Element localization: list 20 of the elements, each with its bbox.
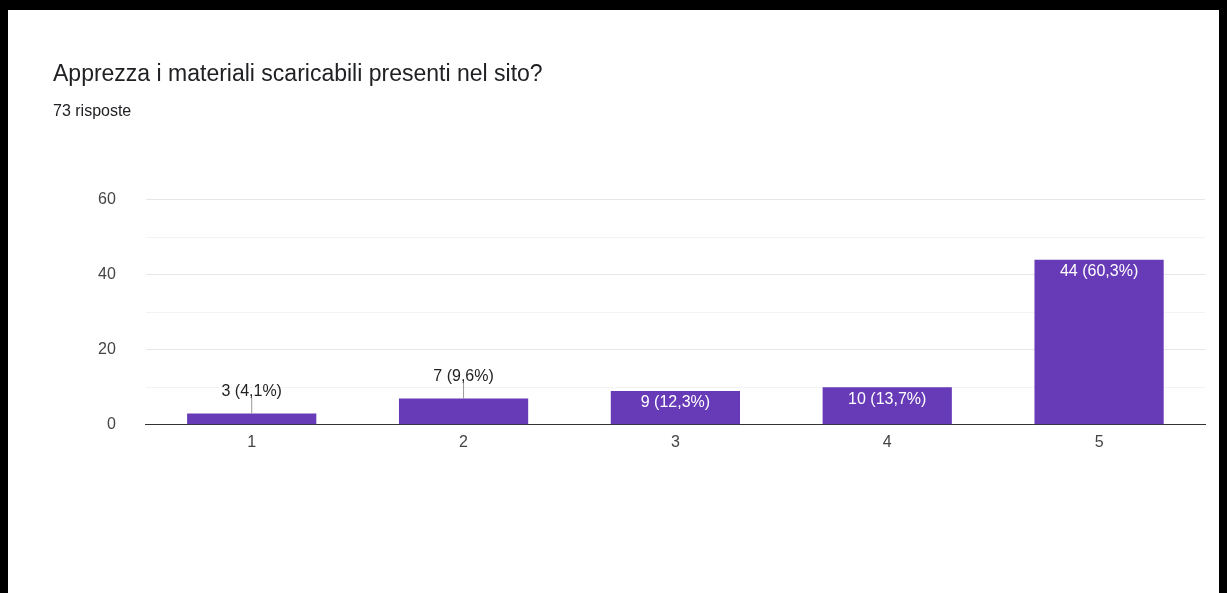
- bar: [1034, 259, 1164, 425]
- y-tick-label: 60: [98, 190, 116, 208]
- data-label: 44 (60,3%): [1059, 262, 1139, 280]
- x-tick-label: 5: [1094, 432, 1104, 450]
- data-label: 9 (12,3%): [640, 393, 711, 411]
- bar: [187, 413, 317, 425]
- bar: [398, 398, 529, 425]
- x-tick-label: 4: [882, 432, 892, 450]
- data-label: 10 (13,7%): [848, 389, 927, 407]
- chart-subtitle: 73 risposte: [53, 102, 132, 120]
- y-tick-label: 0: [106, 415, 116, 433]
- y-tick-label: 20: [98, 340, 116, 358]
- x-tick-label: 1: [247, 432, 257, 450]
- y-tick-label: 40: [98, 265, 116, 283]
- data-label: 7 (9,6%): [433, 366, 494, 384]
- chart-title: Apprezza i materiali scaricabili presenti nel sito?: [53, 60, 543, 87]
- x-tick-label: 2: [459, 432, 469, 450]
- bar: [822, 387, 952, 425]
- data-label: 3 (4,1%): [221, 381, 282, 399]
- x-tick-label: 3: [670, 432, 680, 450]
